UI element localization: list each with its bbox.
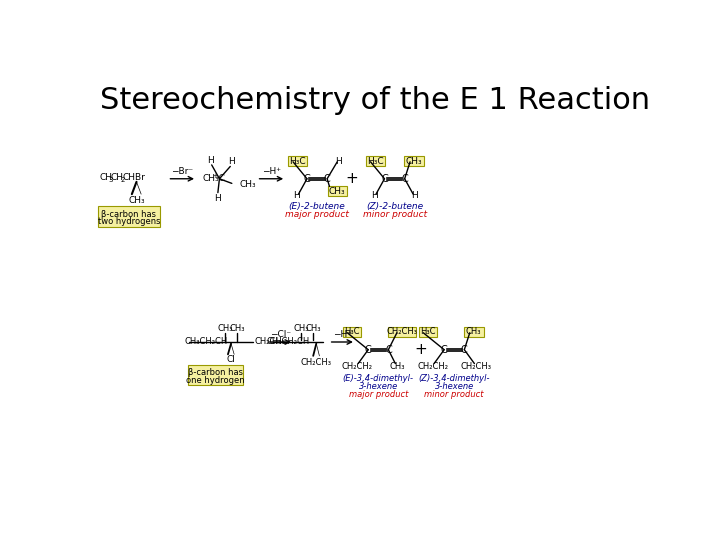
Text: H: H [228, 157, 235, 166]
Text: C: C [461, 345, 468, 355]
Text: minor product: minor product [425, 390, 484, 399]
Text: β-carbon has: β-carbon has [188, 368, 243, 377]
Text: β-carbon has: β-carbon has [102, 210, 156, 219]
Text: C: C [385, 345, 392, 355]
Text: CH: CH [111, 173, 124, 182]
Text: C: C [365, 345, 372, 355]
Text: CH₃: CH₃ [230, 323, 245, 333]
Text: −H⁺: −H⁺ [262, 167, 281, 177]
Text: CH₃: CH₃ [293, 323, 309, 333]
FancyBboxPatch shape [464, 327, 484, 336]
Text: H₃C: H₃C [289, 157, 306, 166]
Text: CH₂CH₂: CH₂CH₂ [417, 362, 448, 371]
Text: CH₂CH₃: CH₂CH₃ [301, 357, 332, 367]
Text: (Z)-2-butene: (Z)-2-butene [366, 202, 423, 211]
Text: CH₂CH₃: CH₂CH₃ [461, 362, 492, 371]
Text: major product: major product [348, 390, 408, 399]
Text: H: H [294, 191, 300, 200]
Text: H: H [371, 191, 378, 200]
Text: C: C [381, 174, 388, 184]
Text: CH₃CH₂CH: CH₃CH₂CH [184, 338, 228, 347]
FancyBboxPatch shape [98, 206, 160, 226]
Text: CH₃CH₂CH: CH₃CH₂CH [266, 338, 310, 347]
FancyBboxPatch shape [188, 365, 243, 385]
Text: (Z)-3,4-dimethyl-: (Z)-3,4-dimethyl- [418, 374, 490, 383]
Text: −Br⁻: −Br⁻ [171, 167, 193, 177]
Text: CH₂CH₃: CH₂CH₃ [386, 327, 417, 336]
Text: H: H [336, 157, 342, 166]
Text: 3: 3 [109, 177, 113, 183]
Text: CH₂CH₂: CH₂CH₂ [341, 362, 372, 371]
Text: CH: CH [99, 173, 112, 182]
Text: CHBr: CHBr [122, 173, 145, 182]
Text: H: H [207, 156, 215, 165]
Text: (E)-2-butene: (E)-2-butene [289, 202, 346, 211]
Text: H₃C: H₃C [344, 327, 360, 336]
Text: C: C [304, 174, 310, 184]
Text: CH₃: CH₃ [128, 196, 145, 205]
Text: CH₃: CH₃ [240, 180, 256, 190]
Text: major product: major product [285, 210, 349, 219]
Text: 3-hexene: 3-hexene [435, 382, 474, 391]
Text: H: H [411, 191, 418, 200]
FancyBboxPatch shape [289, 156, 307, 166]
FancyBboxPatch shape [404, 156, 424, 166]
Text: CH₃: CH₃ [329, 187, 346, 195]
Text: Stereochemistry of the E 1 Reaction: Stereochemistry of the E 1 Reaction [100, 86, 650, 116]
FancyBboxPatch shape [328, 186, 346, 195]
FancyBboxPatch shape [343, 327, 361, 336]
Text: 3-hexene: 3-hexene [359, 382, 398, 391]
Text: CH₂CH₃: CH₂CH₃ [254, 338, 285, 347]
Text: +: + [415, 342, 427, 357]
Text: C: C [441, 345, 448, 355]
Text: +: + [212, 173, 217, 179]
Text: CH₃: CH₃ [217, 323, 233, 333]
Text: C: C [324, 174, 330, 184]
Text: −Cl⁻: −Cl⁻ [270, 330, 291, 339]
Text: H₃C: H₃C [367, 157, 384, 166]
Text: H₃C: H₃C [420, 327, 436, 336]
Text: 2: 2 [120, 177, 125, 183]
FancyBboxPatch shape [366, 156, 384, 166]
Text: (E)-3,4-dimethyl-: (E)-3,4-dimethyl- [343, 374, 414, 383]
Text: minor product: minor product [362, 210, 427, 219]
Text: two hydrogens: two hydrogens [97, 218, 160, 226]
Text: CH₃: CH₃ [466, 327, 482, 336]
Text: +: + [346, 171, 359, 186]
Text: CH₃C: CH₃C [202, 174, 225, 183]
Text: CH₃: CH₃ [405, 157, 422, 166]
Text: Cl: Cl [227, 355, 235, 364]
Text: one hydrogen: one hydrogen [186, 376, 245, 385]
Text: C: C [401, 174, 408, 184]
Text: CH₃: CH₃ [305, 323, 321, 333]
Text: H: H [214, 194, 220, 203]
Text: −H⁺: −H⁺ [333, 330, 352, 339]
FancyBboxPatch shape [418, 327, 437, 336]
FancyBboxPatch shape [387, 327, 415, 336]
Text: CH₃: CH₃ [389, 362, 405, 371]
